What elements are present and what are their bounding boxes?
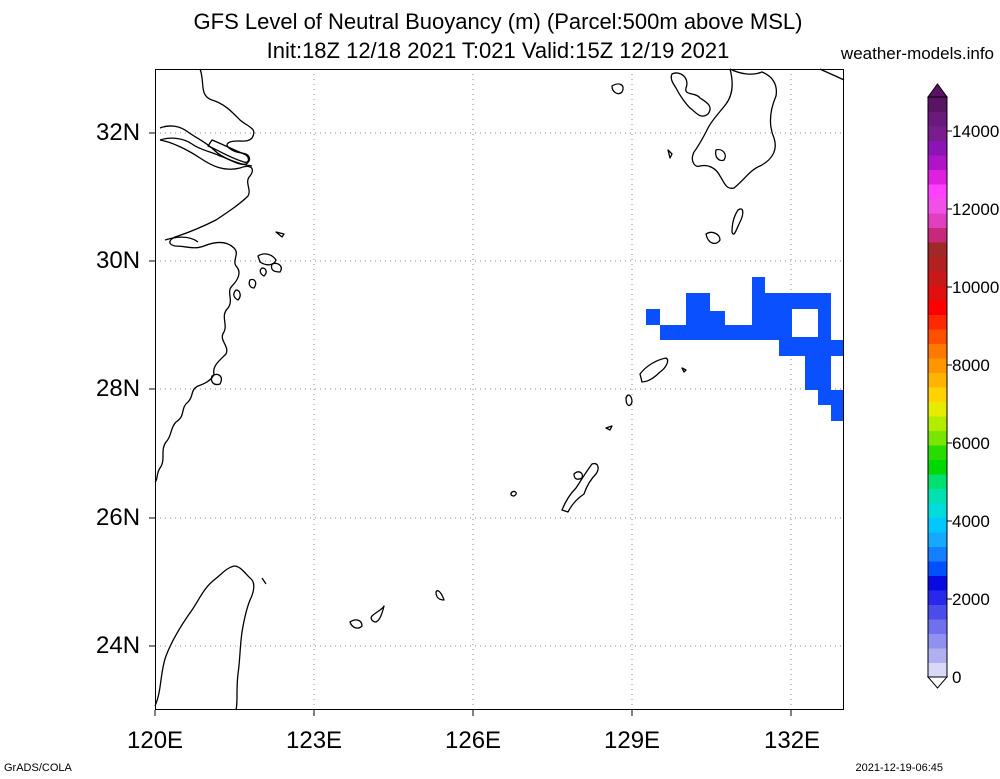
chart-title: GFS Level of Neutral Buoyancy (m) (Parce… [193,9,803,34]
lat-label-32n: 32N [96,119,141,146]
coastlines [154,68,845,711]
colorbar-swatch [928,387,947,402]
colorbar-ticks [947,130,952,600]
colorbar-swatch [928,430,947,446]
colorbar-bottom-arrow [926,676,949,689]
lat-label-26n: 26N [96,504,141,531]
colorbar-label-10000: 10000 [952,278,1000,297]
colorbar [926,83,949,689]
colorbar-swatch [928,314,947,330]
colorbar-swatch [928,416,947,431]
colorbar-swatch [928,184,947,199]
map-frame [149,69,844,716]
colorbar-swatch [928,488,947,504]
colorbar-swatch [928,358,947,373]
colorbar-label-14000: 14000 [952,122,1000,141]
colorbar-swatch [928,97,947,112]
colorbar-swatch [928,561,947,576]
colorbar-frame [927,96,948,678]
colorbar-label-12000: 12000 [952,200,1000,219]
colorbar-swatch [928,633,947,649]
lon-label-126e: 126E [445,727,502,754]
colorbar-label-2000: 2000 [952,590,990,609]
chart-subtitle: Init:18Z 12/18 2021 T:021 Valid:15Z 12/1… [266,38,730,63]
colorbar-swatch [928,532,947,547]
colorbar-swatch [928,140,947,156]
field-region-west [646,309,660,325]
colorbar-swatch [928,546,947,562]
lon-label-120e: 120E [127,727,184,754]
colorbar-swatch [928,126,947,141]
colorbar-swatch [928,372,947,388]
colorbar-swatch [928,401,947,417]
colorbar-swatch [928,155,947,170]
colorbar-swatch [928,662,947,678]
gridlines [155,69,844,710]
colorbar-label-6000: 6000 [952,434,990,453]
colorbar-swatch [928,329,947,344]
field-hole [792,309,818,337]
lon-label-129e: 129E [604,727,661,754]
lon-label-123e: 123E [286,727,343,754]
colorbar-swatch [928,517,947,533]
colorbar-swatch [928,445,947,460]
lat-label-28n: 28N [96,375,141,402]
colorbar-swatch [928,227,947,243]
colorbar-swatch [928,648,947,663]
colorbar-swatch [928,271,947,286]
lat-label-24n: 24N [96,632,141,659]
colorbar-label-8000: 8000 [952,356,990,375]
colorbar-swatch [928,213,947,228]
colorbar-swatch [928,590,947,605]
lat-label-30n: 30N [96,247,141,274]
colorbar-swatch [928,474,947,489]
colorbar-swatch [928,169,947,185]
colorbar-swatch [928,604,947,620]
site-watermark: weather-models.info [840,44,994,63]
colorbar-swatch [928,285,947,301]
colorbar-swatch [928,242,947,257]
footer-credit: GrADS/COLA [4,762,72,774]
buoyancy-field [646,277,844,421]
colorbar-swatch [928,575,947,591]
colorbar-swatch [928,256,947,272]
colorbar-swatch [928,503,947,518]
footer-timestamp: 2021-12-19-06:45 [855,762,943,774]
colorbar-top-arrow [927,83,948,98]
colorbar-swatch [928,300,947,315]
lon-label-132e: 132E [764,727,821,754]
colorbar-swatch [928,619,947,634]
colorbar-label-4000: 4000 [952,512,990,531]
field-region-main [660,277,844,421]
colorbar-swatch [928,459,947,475]
colorbar-swatch [928,111,947,127]
colorbar-swatch [928,198,947,214]
colorbar-label-0: 0 [952,668,962,687]
colorbar-swatch [928,343,947,359]
